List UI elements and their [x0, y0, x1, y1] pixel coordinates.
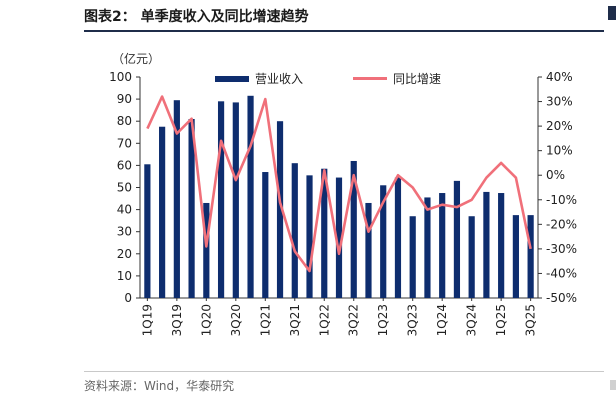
left-tick-label: 80	[117, 114, 132, 128]
left-tick-label: 60	[117, 158, 132, 172]
x-tick-label: 3Q20	[229, 304, 243, 336]
revenue-bar	[409, 216, 416, 298]
right-tick-label: 0%	[546, 168, 565, 182]
revenue-bar	[306, 175, 313, 298]
legend-label-growth: 同比增速	[393, 72, 442, 86]
revenue-bar	[527, 215, 534, 298]
right-tick-label: 10%	[546, 144, 573, 158]
left-tick-label: 30	[117, 225, 132, 239]
right-tick-label: -20%	[546, 217, 577, 231]
revenue-bar	[232, 102, 239, 298]
left-tick-label: 40	[117, 203, 132, 217]
left-tick-label: 100	[109, 70, 132, 84]
right-tick-label: 20%	[546, 119, 573, 133]
header-rule	[84, 30, 604, 32]
x-tick-label: 3Q24	[465, 304, 479, 336]
revenue-bar	[321, 168, 328, 298]
revenue-bar	[247, 95, 254, 298]
x-tick-label: 1Q21	[258, 304, 272, 336]
revenue-bar	[159, 126, 166, 298]
left-tick-label: 20	[117, 247, 132, 261]
revenue-bar	[291, 163, 298, 298]
footer-rule	[84, 371, 604, 372]
revenue-bar	[498, 193, 505, 298]
left-tick-label: 90	[117, 92, 132, 106]
adjacent-figure-edge	[608, 6, 616, 20]
legend-swatch-bar	[215, 75, 249, 82]
revenue-bar	[394, 177, 402, 298]
right-tick-label: -50%	[546, 291, 577, 305]
legend-swatch-line	[353, 77, 387, 80]
revenue-bar	[453, 180, 461, 298]
legend-label-revenue: 营业收入	[255, 72, 304, 86]
x-tick-label: 1Q22	[317, 304, 331, 336]
legend-item-revenue: 营业收入	[215, 70, 303, 87]
revenue-bar	[350, 160, 357, 298]
revenue-bar	[483, 191, 490, 298]
left-tick-label: 10	[117, 269, 132, 283]
revenue-bar	[512, 215, 519, 298]
right-tick-label: -40%	[546, 266, 577, 280]
right-tick-label: 40%	[546, 70, 573, 84]
x-tick-label: 1Q19	[140, 304, 154, 336]
revenue-bar	[439, 193, 446, 298]
revenue-bar	[335, 177, 343, 298]
x-tick-label: 1Q20	[199, 304, 213, 336]
x-tick-label: 3Q22	[347, 304, 361, 336]
right-tick-label: -10%	[546, 193, 577, 207]
adjacent-figure-edge-bottom	[610, 380, 616, 390]
source-note: 资料来源：Wind，华泰研究	[84, 379, 235, 393]
revenue-bar	[262, 172, 269, 298]
revenue-bar	[173, 100, 180, 298]
revenue-bar	[380, 185, 387, 298]
right-tick-label: 30%	[546, 95, 573, 109]
revenue-bar	[365, 202, 372, 298]
unit-label: （亿元）	[112, 52, 161, 66]
x-tick-label: 1Q24	[435, 304, 449, 336]
revenue-bar	[276, 121, 284, 298]
revenue-bar	[203, 202, 210, 298]
x-tick-label: 3Q23	[406, 304, 420, 336]
left-tick-label: 0	[124, 291, 132, 305]
figure-title: 图表2： 单季度收入及同比增速趋势	[84, 9, 309, 25]
revenue-bar	[188, 118, 195, 299]
revenue-bar	[144, 164, 151, 298]
left-tick-label: 50	[117, 181, 132, 195]
right-tick-label: -30%	[546, 242, 577, 256]
revenue-bar	[217, 101, 225, 298]
x-tick-label: 3Q21	[288, 304, 302, 336]
revenue-bar	[424, 197, 431, 298]
x-tick-label: 1Q25	[494, 304, 508, 336]
left-tick-label: 70	[117, 136, 132, 150]
x-tick-label: 1Q23	[376, 304, 390, 336]
revenue-bar	[468, 216, 475, 298]
legend-item-growth: 同比增速	[353, 70, 441, 87]
x-tick-label: 3Q25	[524, 304, 538, 336]
x-tick-label: 3Q19	[170, 304, 184, 336]
